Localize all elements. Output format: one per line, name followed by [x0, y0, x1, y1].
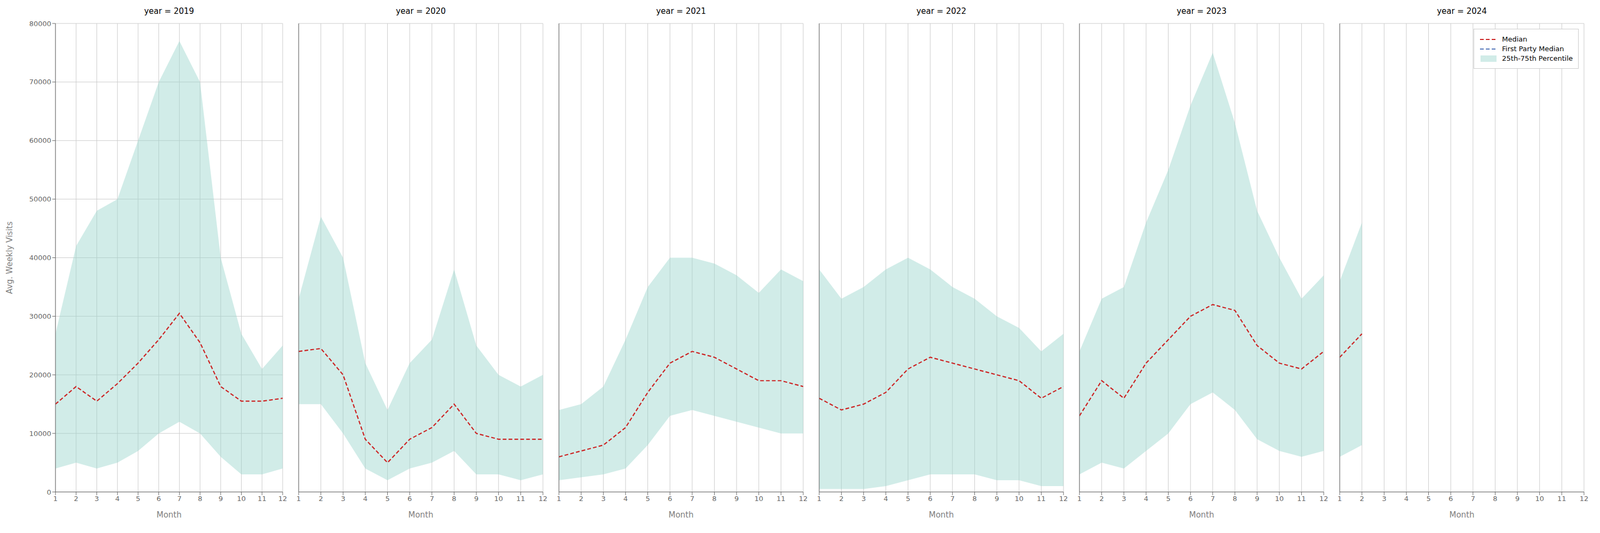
svg-text:10: 10 [754, 494, 764, 503]
svg-text:6: 6 [1448, 494, 1453, 503]
svg-text:5: 5 [385, 494, 390, 503]
svg-text:11: 11 [1036, 494, 1046, 503]
svg-text:7: 7 [1470, 494, 1476, 503]
svg-text:Month: Month [1188, 510, 1214, 520]
svg-text:Month: Month [156, 510, 182, 520]
html-text:year = 2020: year = 2020 [395, 6, 446, 16]
svg-text:Avg. Weekly Visits: Avg. Weekly Visits [4, 221, 15, 294]
svg-text:12: 12 [798, 494, 808, 503]
svg-text:50000: 50000 [29, 195, 52, 204]
svg-text:12: 12 [1059, 494, 1069, 503]
svg-text:20000: 20000 [29, 371, 52, 380]
svg-text:4: 4 [1404, 494, 1409, 503]
svg-text:11: 11 [776, 494, 786, 503]
svg-text:5: 5 [1165, 494, 1171, 503]
svg-text:6: 6 [156, 494, 161, 503]
svg-text:9: 9 [1515, 494, 1520, 503]
svg-text:8: 8 [451, 494, 456, 503]
svg-text:2: 2 [838, 494, 844, 503]
svg-text:1: 1 [817, 494, 822, 503]
svg-text:4: 4 [623, 494, 628, 503]
svg-text:4: 4 [363, 494, 368, 503]
svg-text:8: 8 [1492, 494, 1498, 503]
svg-text:Month: Month [668, 510, 694, 520]
svg-text:6: 6 [928, 494, 933, 503]
svg-text:7: 7 [429, 494, 435, 503]
html-text:year = 2022: year = 2022 [916, 6, 967, 16]
svg-text:10: 10 [1534, 494, 1544, 503]
svg-text:Month: Month [928, 510, 954, 520]
svg-text:10: 10 [1014, 494, 1024, 503]
svg-text:10000: 10000 [29, 429, 52, 438]
svg-text:2: 2 [1359, 494, 1364, 503]
svg-text:4: 4 [1144, 494, 1149, 503]
svg-text:3: 3 [861, 494, 866, 503]
svg-text:8: 8 [197, 494, 203, 503]
svg-text:3: 3 [601, 494, 606, 503]
svg-text:3: 3 [94, 494, 99, 503]
svg-text:3: 3 [1121, 494, 1126, 503]
svg-text:6: 6 [1188, 494, 1193, 503]
html-text:First Party Median: First Party Median [1502, 44, 1564, 53]
svg-text:8: 8 [712, 494, 717, 503]
svg-text:5: 5 [1426, 494, 1431, 503]
html-text:Median: Median [1502, 35, 1528, 44]
svg-text:80000: 80000 [29, 19, 52, 28]
svg-text:Month: Month [408, 510, 434, 520]
svg-text:1: 1 [1337, 494, 1342, 503]
svg-text:11: 11 [516, 494, 526, 503]
svg-text:1: 1 [1077, 494, 1082, 503]
svg-text:30000: 30000 [29, 312, 52, 321]
svg-text:1: 1 [53, 494, 58, 503]
svg-text:3: 3 [1381, 494, 1387, 503]
svg-text:12: 12 [1319, 494, 1329, 503]
svg-text:2: 2 [318, 494, 323, 503]
svg-text:9: 9 [1254, 494, 1260, 503]
svg-text:10: 10 [1274, 494, 1284, 503]
svg-text:10: 10 [236, 494, 246, 503]
svg-text:7: 7 [950, 494, 955, 503]
svg-text:60000: 60000 [29, 136, 52, 145]
svg-text:5: 5 [136, 494, 141, 503]
svg-text:4: 4 [883, 494, 888, 503]
svg-text:9: 9 [218, 494, 223, 503]
html-text:year = 2023: year = 2023 [1176, 6, 1227, 16]
svg-text:0: 0 [46, 488, 52, 497]
svg-text:9: 9 [994, 494, 999, 503]
svg-text:2: 2 [578, 494, 583, 503]
svg-text:9: 9 [474, 494, 479, 503]
svg-text:Month: Month [1449, 510, 1475, 520]
html-text:year = 2019: year = 2019 [144, 6, 195, 16]
svg-text:40000: 40000 [29, 253, 52, 262]
svg-text:7: 7 [177, 494, 182, 503]
svg-text:3: 3 [340, 494, 346, 503]
svg-text:12: 12 [1579, 494, 1589, 503]
svg-text:11: 11 [1557, 494, 1567, 503]
html-text:year = 2021: year = 2021 [656, 6, 707, 16]
svg-text:1: 1 [556, 494, 562, 503]
svg-text:9: 9 [734, 494, 739, 503]
svg-text:8: 8 [972, 494, 977, 503]
html-text:year = 2024: year = 2024 [1436, 6, 1487, 16]
svg-text:5: 5 [645, 494, 650, 503]
svg-text:12: 12 [278, 494, 288, 503]
svg-text:11: 11 [1297, 494, 1307, 503]
svg-text:6: 6 [667, 494, 672, 503]
svg-text:12: 12 [538, 494, 548, 503]
svg-text:7: 7 [690, 494, 695, 503]
svg-text:70000: 70000 [29, 77, 52, 86]
svg-text:11: 11 [257, 494, 267, 503]
html-text:25th-75th Percentile: 25th-75th Percentile [1502, 54, 1573, 63]
svg-text:1: 1 [296, 494, 301, 503]
svg-text:6: 6 [407, 494, 412, 503]
svg-text:5: 5 [905, 494, 910, 503]
svg-text:10: 10 [493, 494, 503, 503]
svg-text:2: 2 [1099, 494, 1104, 503]
svg-text:8: 8 [1232, 494, 1237, 503]
svg-text:4: 4 [115, 494, 120, 503]
svg-text:7: 7 [1210, 494, 1215, 503]
svg-text:2: 2 [74, 494, 79, 503]
